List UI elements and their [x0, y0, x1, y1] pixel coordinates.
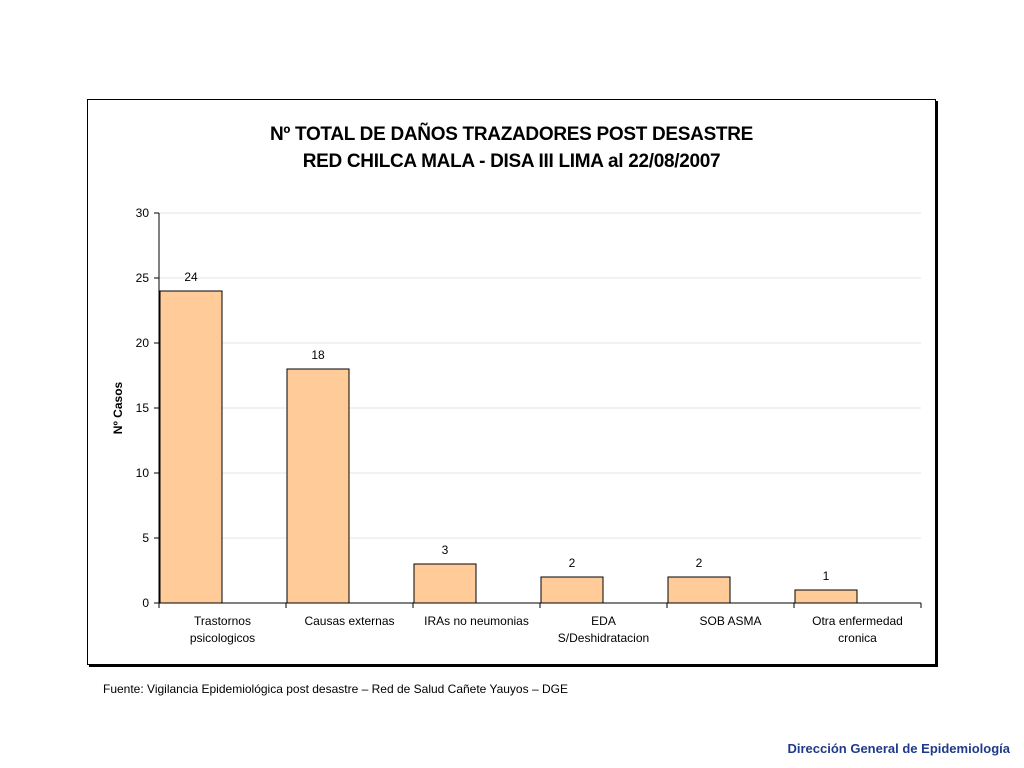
bar — [286, 368, 350, 604]
x-category-label: Otra enfermedad cronica — [812, 614, 903, 645]
bar-value-label: 2 — [696, 556, 703, 570]
x-category-label: SOB ASMA — [699, 614, 761, 628]
y-tick-label: 5 — [142, 531, 149, 545]
y-tick-label: 25 — [136, 271, 150, 285]
y-axis-title: Nº Casos — [111, 381, 125, 434]
bar-value-label: 24 — [184, 270, 198, 284]
x-category-label: Trastornos psicologicos — [190, 614, 255, 645]
y-tick-label: 20 — [136, 336, 150, 350]
bar-value-label: 1 — [823, 569, 830, 583]
source-note: Fuente: Vigilancia Epidemiológica post d… — [103, 682, 568, 696]
bar-value-label: 18 — [311, 348, 325, 362]
bar — [540, 576, 604, 604]
y-tick-label: 10 — [136, 466, 150, 480]
bar — [159, 290, 223, 604]
x-category-label: EDA S/Deshidratacion — [558, 614, 649, 645]
chart-title-line-1: Nº TOTAL DE DAÑOS TRAZADORES POST DESAST… — [269, 124, 754, 145]
chart-frame: Nº TOTAL DE DAÑOS TRAZADORES POST DESAST… — [87, 99, 936, 665]
y-tick-label: 15 — [136, 401, 150, 415]
footer-brand: Dirección General de Epidemiología — [787, 741, 1010, 756]
chart-title-line-2: RED CHILCA MALA - DISA III LIMA al 22/08… — [302, 151, 721, 172]
bar-value-label: 2 — [569, 556, 576, 570]
x-category-label: Causas externas — [304, 614, 394, 628]
chart-title: Nº TOTAL DE DAÑOS TRAZADORES POST DESAST… — [88, 121, 935, 175]
bar — [413, 563, 477, 604]
bar — [794, 589, 858, 604]
y-tick-label: 0 — [142, 596, 149, 610]
x-category-label: IRAs no neumonias — [424, 614, 529, 628]
bar — [667, 576, 731, 604]
bar-value-label: 3 — [442, 543, 449, 557]
y-tick-label: 30 — [136, 206, 150, 220]
